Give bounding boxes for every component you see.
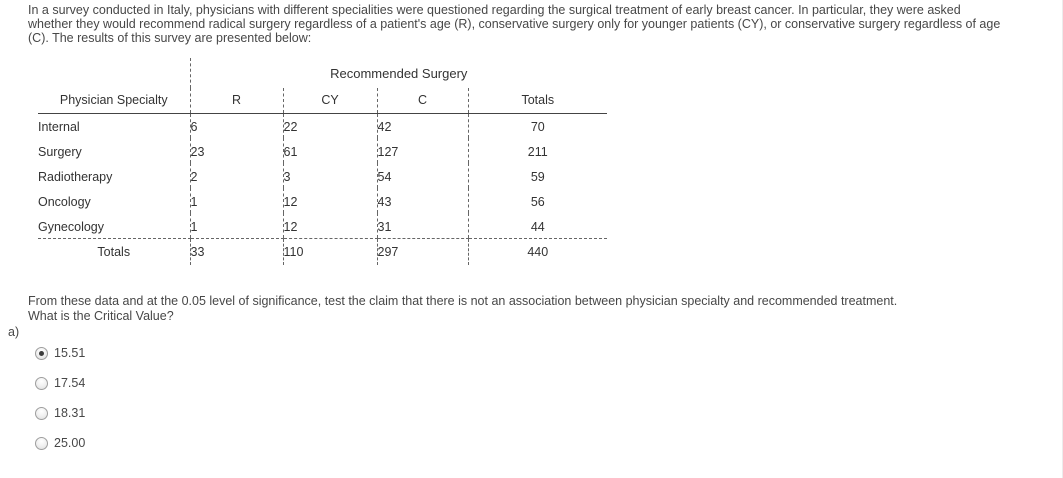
question-intro-text: In a survey conducted in Italy, physicia… [28, 3, 1001, 45]
cell-total: 44 [467, 213, 608, 239]
table-row: Gynecology 1 12 31 44 [38, 213, 608, 239]
totals-row: Totals 33 110 297 440 [38, 238, 608, 265]
option-label: 15.51 [54, 346, 86, 360]
cell-c: 43 [376, 188, 468, 213]
question-part-marker: a) [8, 325, 20, 339]
radio-button-icon[interactable] [35, 376, 48, 390]
contingency-table: Recommended Surgery Physician Specialty … [38, 58, 608, 265]
cell-cy: 12 [282, 188, 377, 213]
option-label: 18.31 [54, 406, 86, 420]
cell-c: 54 [376, 163, 468, 188]
totals-cell-r: 33 [189, 238, 283, 265]
column-header-cy: CY [282, 88, 377, 114]
answer-option-2[interactable]: 17.54 [35, 368, 85, 398]
answer-options: 15.51 17.54 18.31 25.00 [35, 338, 85, 458]
totals-cell-cy: 110 [282, 238, 377, 265]
column-header-totals: Totals [467, 88, 608, 114]
cell-r: 23 [189, 138, 283, 163]
cell-total: 56 [467, 188, 608, 213]
answer-option-3[interactable]: 18.31 [35, 398, 85, 428]
cell-total: 59 [467, 163, 608, 188]
answer-option-4[interactable]: 25.00 [35, 428, 85, 458]
table-row: Radiotherapy 2 3 54 59 [38, 163, 608, 188]
totals-cell-total: 440 [467, 238, 608, 265]
row-label: Radiotherapy [38, 170, 113, 184]
cell-c: 42 [376, 113, 468, 138]
cell-r: 6 [189, 113, 283, 138]
table-row: Oncology 1 12 43 56 [38, 188, 608, 213]
cell-r: 1 [189, 188, 283, 213]
cell-cy: 61 [282, 138, 377, 163]
radio-button-icon[interactable] [35, 406, 48, 420]
cell-r: 2 [189, 163, 283, 188]
table-caption: Recommended Surgery [189, 58, 608, 88]
column-header-r: R [189, 88, 283, 114]
row-label: Gynecology [38, 213, 190, 239]
answer-option-1[interactable]: 15.51 [35, 338, 85, 368]
table-corner-cell [38, 58, 190, 88]
table-row: Internal 6 22 42 70 [38, 113, 608, 138]
row-label: Internal [38, 120, 80, 135]
row-label: Oncology [38, 195, 91, 209]
cell-total: 70 [467, 113, 608, 138]
row-label: Surgery [38, 145, 82, 159]
totals-row-label: Totals [97, 244, 131, 259]
radio-dot-icon [39, 350, 44, 356]
cell-c: 127 [376, 138, 468, 163]
column-header-c: C [376, 88, 468, 114]
cell-cy: 12 [282, 213, 377, 239]
question-text: From these data and at the 0.05 level of… [28, 294, 898, 323]
cell-cy: 3 [282, 163, 377, 188]
cell-r: 1 [189, 213, 283, 239]
radio-button-icon[interactable] [35, 346, 48, 360]
radio-button-icon[interactable] [35, 436, 48, 450]
option-label: 17.54 [54, 376, 86, 390]
cell-c: 31 [376, 213, 468, 239]
table-row: Surgery 23 61 127 211 [38, 138, 608, 163]
option-label: 25.00 [54, 436, 86, 450]
cell-total: 211 [467, 138, 608, 163]
cell-cy: 22 [282, 113, 377, 138]
column-header-specialty: Physician Specialty [38, 88, 190, 114]
totals-cell-c: 297 [376, 238, 468, 265]
